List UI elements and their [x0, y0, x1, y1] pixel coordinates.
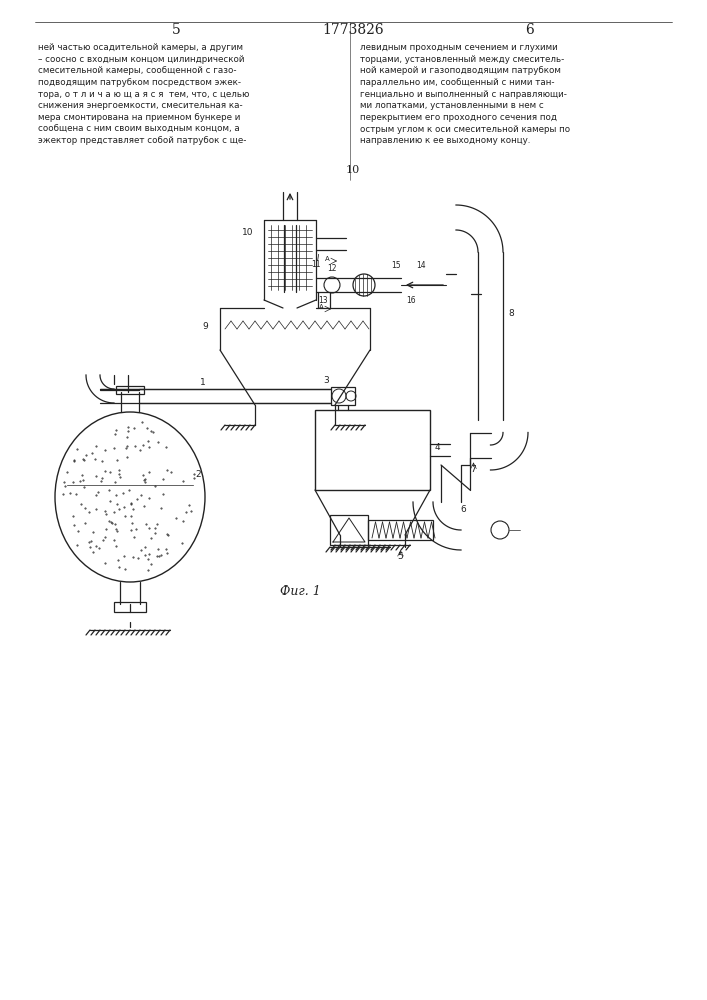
Text: 16: 16 — [406, 296, 416, 305]
Text: 12: 12 — [327, 264, 337, 273]
Text: A: A — [319, 304, 324, 310]
Text: 15: 15 — [391, 261, 401, 270]
Text: 14: 14 — [416, 261, 426, 270]
Text: 5: 5 — [172, 23, 180, 37]
Bar — [116, 386, 144, 394]
Bar — [114, 602, 146, 612]
Text: I: I — [317, 254, 320, 263]
Text: 10: 10 — [242, 228, 254, 237]
Text: 3: 3 — [323, 376, 329, 385]
Text: левидным проходным сечением и глухими
торцами, установленный между смеситель-
но: левидным проходным сечением и глухими то… — [360, 43, 570, 145]
Text: A: A — [325, 256, 329, 262]
Text: 9: 9 — [202, 322, 208, 331]
Bar — [330, 515, 368, 545]
Text: 4: 4 — [435, 443, 440, 452]
Text: 7: 7 — [470, 466, 477, 475]
Text: 6: 6 — [460, 505, 466, 514]
Text: 10: 10 — [346, 165, 360, 175]
Text: 2: 2 — [195, 470, 201, 479]
Bar — [368, 520, 433, 540]
Bar — [331, 387, 355, 405]
Text: 8: 8 — [508, 309, 514, 318]
Text: 11: 11 — [311, 260, 320, 269]
Text: 1773826: 1773826 — [322, 23, 384, 37]
Text: 5: 5 — [397, 552, 403, 561]
Text: 13: 13 — [318, 296, 327, 305]
Text: ней частью осадительной камеры, а другим
– соосно с входным концом цилиндрическо: ней частью осадительной камеры, а другим… — [38, 43, 250, 145]
Text: Фиг. 1: Фиг. 1 — [280, 585, 320, 598]
Text: 1: 1 — [200, 378, 206, 387]
Text: 6: 6 — [525, 23, 534, 37]
Bar — [315, 410, 430, 490]
